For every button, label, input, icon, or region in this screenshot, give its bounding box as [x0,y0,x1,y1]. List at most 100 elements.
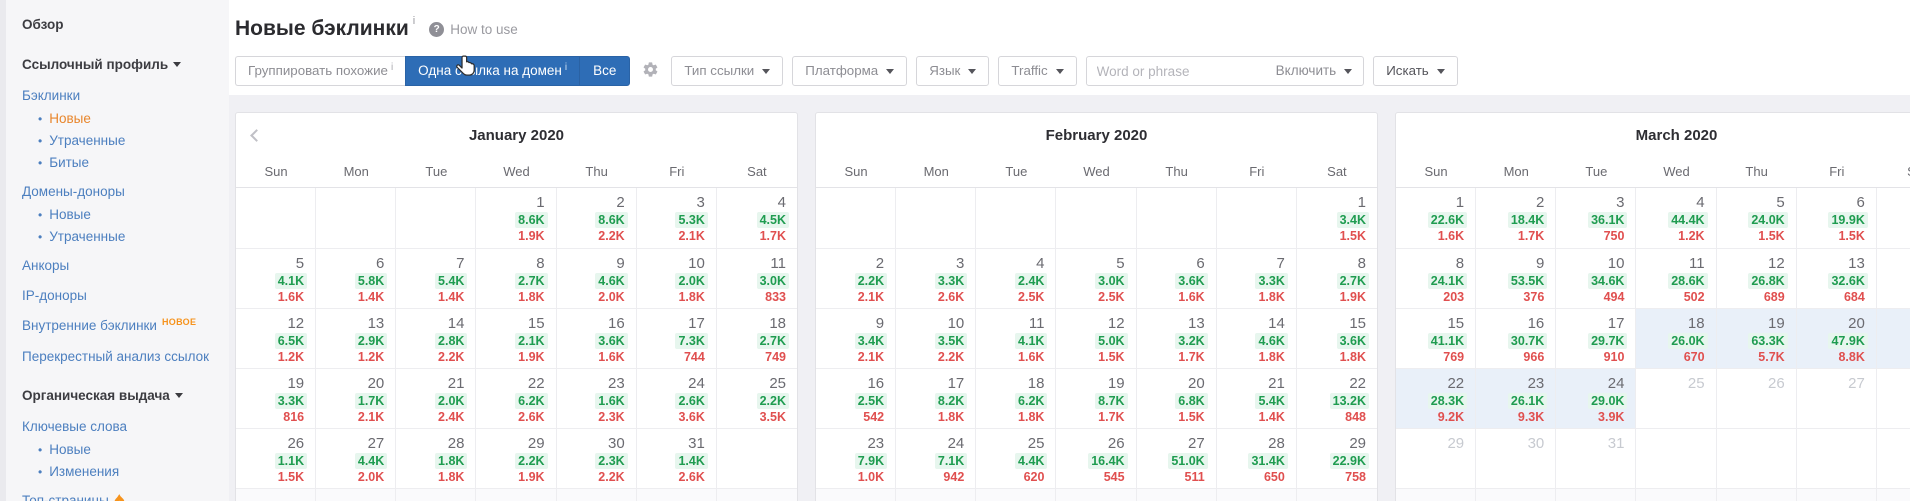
sidebar-item-top-pages[interactable]: Топ-страницы [6,489,229,501]
day-cell[interactable]: 17 7.3K 744 [637,309,717,368]
day-cell[interactable]: 18 26.0K 670 [1636,309,1717,368]
day-cell[interactable] [1137,489,1217,501]
day-cell[interactable]: 13 2.9K 1.2K [316,309,397,368]
sidebar-item-organic-search[interactable]: Органическая выдача [6,383,229,409]
day-cell[interactable] [816,489,897,501]
sidebar-item-link-profile[interactable]: Ссылочный профиль [6,52,229,78]
day-cell[interactable] [1636,489,1717,501]
day-cell[interactable]: 31 [1556,429,1637,488]
day-cell[interactable]: 28 [1877,369,1910,428]
day-cell[interactable]: 8 2.7K 1.8K [476,249,557,308]
day-cell[interactable]: 14 4.6K 1.8K [1217,309,1297,368]
day-cell[interactable]: 14 [1877,249,1910,308]
day-cell[interactable]: 13 3.2K 1.7K [1137,309,1217,368]
day-cell[interactable]: 7 [1877,188,1910,248]
day-cell[interactable]: 25 2.2K 3.5K [717,369,797,428]
sidebar-item-ip-donors[interactable]: IP-доноры [6,284,229,308]
day-cell[interactable] [976,489,1057,501]
day-cell[interactable] [1217,489,1297,501]
day-cell[interactable]: 19 8.7K 1.7K [1056,369,1137,428]
day-cell[interactable]: 3 36.1K 750 [1556,188,1637,248]
day-cell[interactable] [637,489,717,501]
day-cell[interactable] [1636,429,1717,488]
all-links-button[interactable]: Все [579,57,629,85]
day-cell[interactable]: 4 44.4K 1.2K [1636,188,1717,248]
filter-platform-dropdown[interactable]: Платформа [792,56,908,86]
day-cell[interactable] [1396,489,1477,501]
day-cell[interactable]: 7 3.3K 1.8K [1217,249,1297,308]
day-cell[interactable]: 15 3.6K 1.8K [1297,309,1377,368]
day-cell[interactable] [717,489,797,501]
day-cell[interactable]: 3 5.3K 2.1K [637,188,717,248]
day-cell[interactable]: 15 2.1K 1.9K [476,309,557,368]
day-cell[interactable] [1717,429,1797,488]
day-cell[interactable] [1217,188,1297,248]
day-cell[interactable]: 20 1.7K 2.1K [316,369,397,428]
sidebar-item-backlinks[interactable]: Бэклинки [6,84,229,108]
prev-month-button[interactable] [250,129,263,142]
day-cell[interactable] [976,188,1057,248]
day-cell[interactable]: 29 22.9K 758 [1297,429,1377,488]
day-cell[interactable]: 27 4.4K 2.0K [316,429,397,488]
day-cell[interactable]: 23 26.1K 9.3K [1476,369,1557,428]
day-cell[interactable]: 5 4.1K 1.6K [236,249,317,308]
day-cell[interactable] [1056,188,1137,248]
day-cell[interactable]: 28 1.8K 1.8K [396,429,477,488]
day-cell[interactable]: 9 3.4K 2.1K [816,309,897,368]
sidebar-item-internal-backlinks[interactable]: Внутренние бэклинки НОВОЕ [6,314,229,339]
sidebar-item-keywords[interactable]: Ключевые слова [6,415,229,439]
day-cell[interactable]: 30 2.3K 2.2K [557,429,637,488]
day-cell[interactable] [1797,489,1877,501]
filter-language-dropdown[interactable]: Язык [916,56,990,86]
day-cell[interactable]: 19 3.3K 816 [236,369,317,428]
day-cell[interactable]: 10 3.5K 2.2K [896,309,977,368]
day-cell[interactable]: 17 8.2K 1.8K [896,369,977,428]
day-cell[interactable]: 26 16.4K 545 [1056,429,1137,488]
day-cell[interactable] [896,188,977,248]
sidebar-item-backlinks-lost[interactable]: • Утраченные [6,130,229,152]
include-dropdown[interactable]: Включить [1265,57,1364,85]
day-cell[interactable]: 10 2.0K 1.8K [637,249,717,308]
day-cell[interactable]: 20 6.8K 1.5K [1137,369,1217,428]
day-cell[interactable]: 5 3.0K 2.5K [1056,249,1137,308]
day-cell[interactable] [1137,188,1217,248]
day-cell[interactable]: 13 32.6K 684 [1797,249,1877,308]
day-cell[interactable]: 11 28.6K 502 [1636,249,1717,308]
day-cell[interactable]: 2 2.2K 2.1K [816,249,897,308]
day-cell[interactable]: 26 [1717,369,1797,428]
day-cell[interactable] [396,489,477,501]
day-cell[interactable]: 9 4.6K 2.0K [557,249,637,308]
day-cell[interactable]: 21 [1876,309,1910,368]
day-cell[interactable] [316,489,397,501]
day-cell[interactable] [396,188,477,248]
day-cell[interactable]: 18 2.7K 749 [717,309,797,368]
day-cell[interactable]: 6 3.6K 1.6K [1137,249,1217,308]
sidebar-item-overview[interactable]: Обзор [6,12,229,38]
day-cell[interactable]: 8 2.7K 1.9K [1297,249,1377,308]
day-cell[interactable]: 4 4.5K 1.7K [717,188,797,248]
day-cell[interactable]: 27 [1797,369,1877,428]
day-cell[interactable]: 16 30.7K 966 [1476,309,1557,368]
day-cell[interactable] [236,489,317,501]
day-cell[interactable]: 27 51.0K 511 [1137,429,1217,488]
day-cell[interactable]: 25 [1636,369,1717,428]
day-cell[interactable]: 6 5.8K 1.4K [316,249,397,308]
sidebar-item-backlinks-broken[interactable]: • Битые [6,152,229,174]
one-link-per-domain-button[interactable]: Одна ссылка на домен i [418,62,568,78]
day-cell[interactable]: 22 13.2K 848 [1297,369,1377,428]
filter-link-type-dropdown[interactable]: Тип ссылки [671,56,784,86]
day-cell[interactable]: 31 1.4K 2.6K [637,429,717,488]
day-cell[interactable]: 23 7.9K 1.0K [816,429,897,488]
sidebar-item-ref-domains[interactable]: Домены-доноры [6,180,229,204]
day-cell[interactable]: 1 22.6K 1.6K [1396,188,1477,248]
sidebar-item-ref-domains-lost[interactable]: • Утраченные [6,226,229,248]
day-cell[interactable]: 25 4.4K 620 [976,429,1057,488]
day-cell[interactable] [316,188,397,248]
sidebar-item-anchors[interactable]: Анкоры [6,254,229,278]
day-cell[interactable] [717,429,797,488]
day-cell[interactable]: 20 47.9K 8.8K [1796,309,1877,368]
day-cell[interactable] [1797,429,1877,488]
day-cell[interactable]: 7 5.4K 1.4K [396,249,477,308]
day-cell[interactable]: 14 2.8K 2.2K [396,309,477,368]
day-cell[interactable] [1877,429,1910,488]
